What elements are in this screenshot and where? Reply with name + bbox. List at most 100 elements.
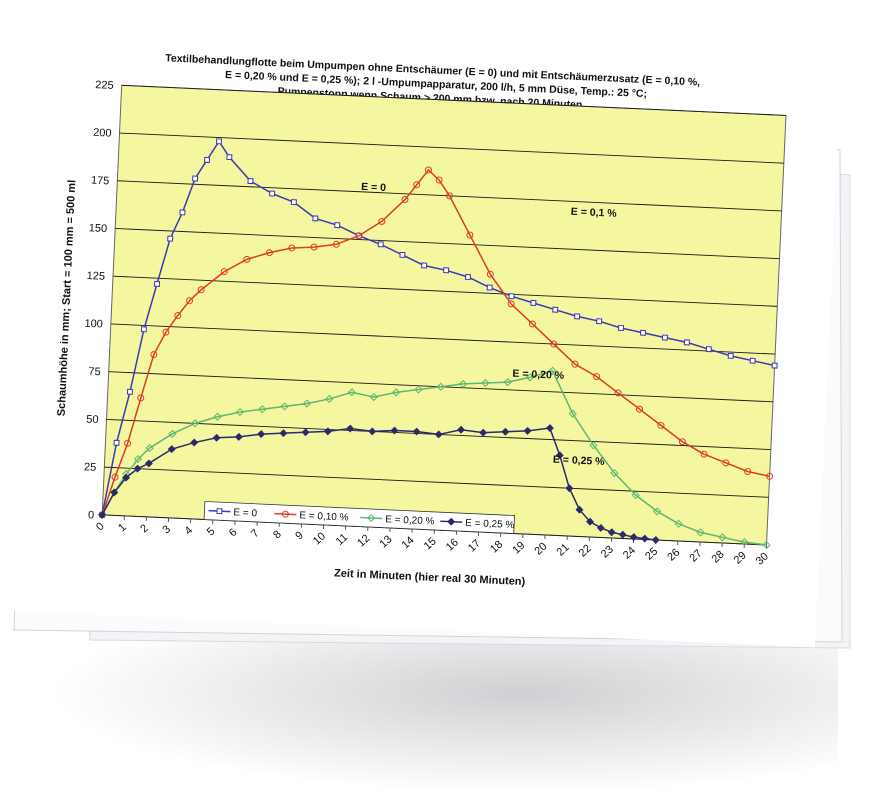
data-point <box>629 533 638 542</box>
data-point <box>258 405 267 414</box>
data-point <box>528 320 536 328</box>
data-point <box>162 328 170 336</box>
data-point <box>145 444 154 453</box>
data-point <box>216 508 223 515</box>
data-point <box>434 430 443 439</box>
data-point <box>190 438 199 447</box>
data-point <box>639 329 647 336</box>
data-point <box>596 318 603 325</box>
data-point <box>501 427 510 436</box>
data-point <box>167 445 176 454</box>
data-point <box>674 519 683 528</box>
gridline <box>121 84 787 116</box>
data-point <box>226 154 233 161</box>
data-point <box>144 459 153 468</box>
series-1 <box>98 166 774 519</box>
data-point <box>740 537 749 547</box>
data-point <box>235 407 245 417</box>
data-point <box>657 421 665 429</box>
data-point <box>269 190 276 197</box>
y-tick-label: 125 <box>86 270 105 283</box>
data-point <box>614 389 622 397</box>
data-point <box>508 293 515 300</box>
data-point <box>414 385 423 394</box>
data-point <box>392 388 401 397</box>
gridline <box>104 466 769 498</box>
series-annotation: E = 0,20 % <box>512 368 565 382</box>
gridline <box>112 275 778 307</box>
series-3 <box>98 424 660 544</box>
series-annotations: E = 0 E = 0,1 % E = 0,20 % E = 0,25 % <box>361 181 618 468</box>
data-point <box>718 533 727 542</box>
data-point <box>110 488 119 497</box>
data-point <box>568 409 577 418</box>
data-point <box>435 176 443 184</box>
data-point <box>213 412 222 421</box>
data-point <box>466 231 474 239</box>
data-point <box>323 427 332 436</box>
data-point <box>367 513 376 523</box>
data-point <box>744 467 752 475</box>
gridline <box>110 323 776 355</box>
data-point <box>124 439 132 447</box>
data-point <box>446 192 454 200</box>
y-tick-label: 50 <box>86 413 99 426</box>
series-line <box>101 139 775 515</box>
data-point <box>525 373 535 382</box>
data-point <box>325 394 334 404</box>
data-point <box>749 357 756 364</box>
data-point <box>98 510 107 519</box>
data-point <box>150 351 158 359</box>
gridline <box>119 132 784 164</box>
data-point <box>111 473 119 481</box>
data-point <box>447 517 456 526</box>
legend-label: E = 0,10 % <box>299 510 349 523</box>
data-point <box>399 251 406 258</box>
data-point <box>113 439 120 446</box>
data-point <box>618 530 627 539</box>
data-point <box>700 450 708 458</box>
data-point <box>413 181 421 189</box>
data-point <box>154 280 161 287</box>
data-point <box>424 166 432 174</box>
series-0 <box>99 138 778 518</box>
data-point <box>133 464 142 473</box>
data-point <box>137 394 145 402</box>
data-point <box>436 382 445 391</box>
legend-label: E = 0,25 % <box>465 518 515 531</box>
data-point <box>678 438 686 446</box>
plot-area <box>101 84 787 546</box>
legend-label: E = 0,20 % <box>385 514 435 527</box>
data-point <box>390 426 399 435</box>
data-point <box>683 339 690 346</box>
data-point <box>347 388 356 397</box>
data-point <box>589 441 598 450</box>
data-point <box>301 428 310 437</box>
data-point <box>281 510 289 518</box>
data-point <box>204 156 211 163</box>
data-point <box>596 523 605 532</box>
data-point <box>377 241 384 248</box>
data-point <box>140 326 147 333</box>
y-tick-label: 100 <box>84 318 103 331</box>
data-point <box>355 232 363 240</box>
data-point <box>197 286 205 294</box>
data-point <box>696 528 705 537</box>
data-point <box>727 352 734 359</box>
data-point <box>651 536 660 544</box>
data-point <box>550 340 558 348</box>
data-point <box>257 430 266 439</box>
data-point <box>593 373 601 381</box>
data-point <box>530 299 537 306</box>
data-point <box>503 378 512 387</box>
data-point <box>652 507 662 516</box>
data-point <box>192 175 199 182</box>
chart-page: Textilbehandlungflotte beim Umpumpen ohn… <box>5 41 841 648</box>
data-point <box>332 240 340 248</box>
data-point <box>167 235 174 242</box>
y-tick-label: 75 <box>88 366 101 379</box>
legend-item: E = 0 <box>208 507 258 519</box>
data-point <box>122 473 131 482</box>
data-point <box>479 428 488 437</box>
series-annotation: E = 0,25 % <box>553 454 606 468</box>
